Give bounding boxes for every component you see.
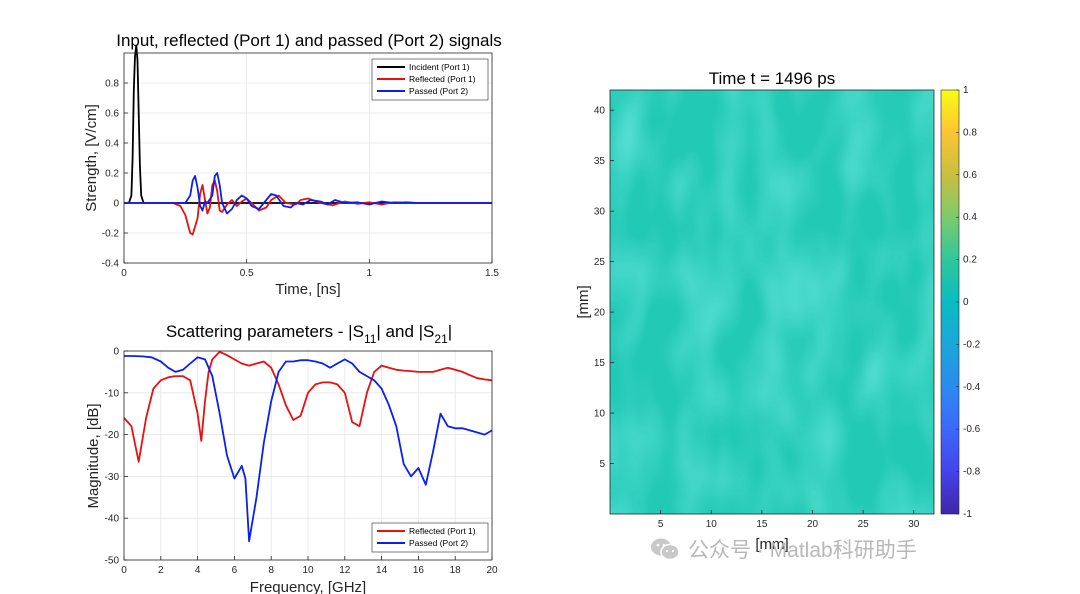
field-title: Time t = 1496 ps (709, 69, 835, 88)
signals-plot: Input, reflected (Port 1) and passed (Po… (83, 31, 502, 298)
colorbar-tick-label-9: 0.8 (963, 127, 977, 138)
sparams-series-reflected-port-1 (123, 350, 493, 463)
colorbar-tick-label-6: 0.2 (963, 255, 977, 266)
sparams-title-mid: | and |S (376, 322, 434, 341)
colorbar-tick-label-1: -0.8 (963, 467, 981, 478)
signals-ytick-label-6: 0.8 (105, 79, 119, 90)
sparams-axes-box (123, 350, 493, 561)
wechat-icon (651, 538, 680, 561)
sparams-xtick-label-10: 20 (486, 565, 498, 576)
colorbar-tick-label-5: 0 (963, 297, 969, 308)
sparams-title-sub2: 21 (434, 332, 448, 346)
field-ytick-label-2: 15 (594, 358, 606, 369)
sparams-xtick-label-7: 14 (376, 565, 388, 576)
signals-legend-label-0: Incident (Port 1) (409, 62, 470, 72)
sparams-legend-label-0: Reflected (Port 1) (409, 526, 476, 536)
signals-series-incident-port-1 (124, 44, 492, 204)
field-ylabel: [mm] (575, 285, 592, 318)
signals-ytick-label-2: 0 (113, 199, 119, 210)
sparams-title-end: | (448, 322, 452, 341)
colorbar-tick-label-2: -0.6 (963, 424, 981, 435)
sparams-y-ticks: -50 -40 -30 -20 -10 0 (105, 347, 128, 567)
field-plot: Time t = 1496 ps 5 10 15 20 25 30 51015202530… (575, 69, 981, 553)
sparams-ytick-label-2: -30 (105, 472, 120, 483)
field-xtick-label-1: 10 (706, 519, 718, 530)
field-xtick-label-5: 30 (908, 519, 920, 530)
sparams-lines (123, 350, 493, 543)
field-xtick-label-3: 20 (807, 519, 819, 530)
signals-ytick-label-5: 0.6 (105, 109, 119, 120)
sparams-xtick-label-4: 8 (268, 565, 274, 576)
signals-axes-box (123, 52, 493, 264)
colorbar-ticks: -1 -0.8 -0.6 -0.4 -0.2 0 0.2 0.4 0.6 0.8 1 (956, 85, 981, 520)
watermark-text: 公众号 · Matlab科研助手 (688, 539, 917, 562)
field-ytick-label-1: 10 (594, 409, 606, 420)
sparams-xtick-label-5: 10 (302, 565, 314, 576)
sparams-legend: Reflected (Port 1) Passed (Port 2) (371, 522, 489, 553)
sparams-plot: Scattering parameters - |S11| and |S21| … (85, 322, 498, 594)
sparams-series-passed-port-2 (124, 355, 493, 543)
sparams-ylabel: Magnitude, [dB] (85, 403, 102, 508)
sparams-title-sub1: 11 (364, 332, 377, 346)
signals-ytick-label-0: -0.4 (102, 259, 120, 270)
signals-xtick-label-3: 1.5 (485, 268, 499, 279)
sparams-title-main: Scattering parameters - |S (166, 322, 364, 341)
sparams-ytick-label-4: -10 (105, 388, 120, 399)
signals-xtick-label-1: 0.5 (240, 268, 254, 279)
signals-ylabel: Strength, [V/cm] (83, 104, 100, 212)
signals-ytick-label-1: -0.2 (102, 229, 120, 240)
sparams-xtick-label-8: 16 (413, 565, 425, 576)
sparams-xtick-label-0: 0 (121, 565, 127, 576)
signals-xlabel: Time, [ns] (275, 281, 340, 298)
field-ytick-label-4: 25 (594, 257, 606, 268)
field-ytick-label-5: 30 (594, 207, 606, 218)
field-ytick-label-6: 35 (594, 156, 606, 167)
sparams-legend-label-1: Passed (Port 2) (409, 538, 468, 548)
sparams-xtick-label-6: 12 (339, 565, 351, 576)
sparams-xtick-label-3: 6 (232, 565, 238, 576)
field-axes-box (609, 89, 935, 515)
colorbar-tick-label-8: 0.6 (963, 170, 977, 181)
field-ytick-label-3: 20 (594, 308, 606, 319)
signals-legend-label-1: Reflected (Port 1) (409, 74, 476, 84)
signals-ytick-label-4: 0.4 (105, 139, 119, 150)
watermark: 公众号 · Matlab科研助手 (650, 534, 917, 564)
sparams-xtick-label-2: 4 (195, 565, 201, 576)
field-xtick-label-2: 15 (756, 519, 768, 530)
sparams-xlabel: Frequency, [GHz] (250, 579, 366, 594)
colorbar-tick-label-10: 1 (963, 85, 969, 96)
field-ytick-label-0: 5 (599, 459, 605, 470)
colorbar-tick-label-0: -1 (963, 509, 972, 520)
field-y-ticks: 5 10 15 20 25 30 35 40 (594, 106, 614, 470)
field-ytick-label-7: 40 (594, 106, 606, 117)
signals-series-passed-port-2 (124, 172, 492, 215)
signals-legend: Incident (Port 1) Reflected (Port 1) Pas… (371, 58, 489, 101)
sparams-ytick-label-1: -40 (105, 514, 120, 525)
signals-legend-label-2: Passed (Port 2) (409, 86, 468, 96)
signals-ytick-label-3: 0.2 (105, 169, 119, 180)
sparams-ytick-label-5: 0 (113, 347, 119, 358)
sparams-legend-box (371, 522, 489, 553)
signals-xtick-label-0: 0 (121, 268, 127, 279)
colorbar-tick-label-7: 0.4 (963, 212, 977, 223)
sparams-title: Scattering parameters - |S11| and |S21| (166, 322, 452, 346)
sparams-xtick-label-1: 2 (158, 565, 164, 576)
colorbar-tick-label-3: -0.4 (963, 382, 981, 393)
signals-xtick-label-2: 1 (367, 268, 373, 279)
colorbar-tick-label-4: -0.2 (963, 339, 981, 350)
sparams-ytick-label-3: -20 (105, 430, 120, 441)
sparams-ytick-label-0: -50 (105, 556, 120, 567)
field-x-ticks: 5 10 15 20 25 30 (658, 510, 920, 530)
field-xlabel: [mm] (755, 536, 788, 553)
field-xtick-label-4: 25 (858, 519, 870, 530)
signals-lines (124, 44, 492, 236)
signals-title: Input, reflected (Port 1) and passed (Po… (116, 31, 502, 50)
field-xtick-label-0: 5 (658, 519, 664, 530)
field-heatmap-texture (610, 90, 934, 514)
sparams-xtick-label-9: 18 (450, 565, 462, 576)
